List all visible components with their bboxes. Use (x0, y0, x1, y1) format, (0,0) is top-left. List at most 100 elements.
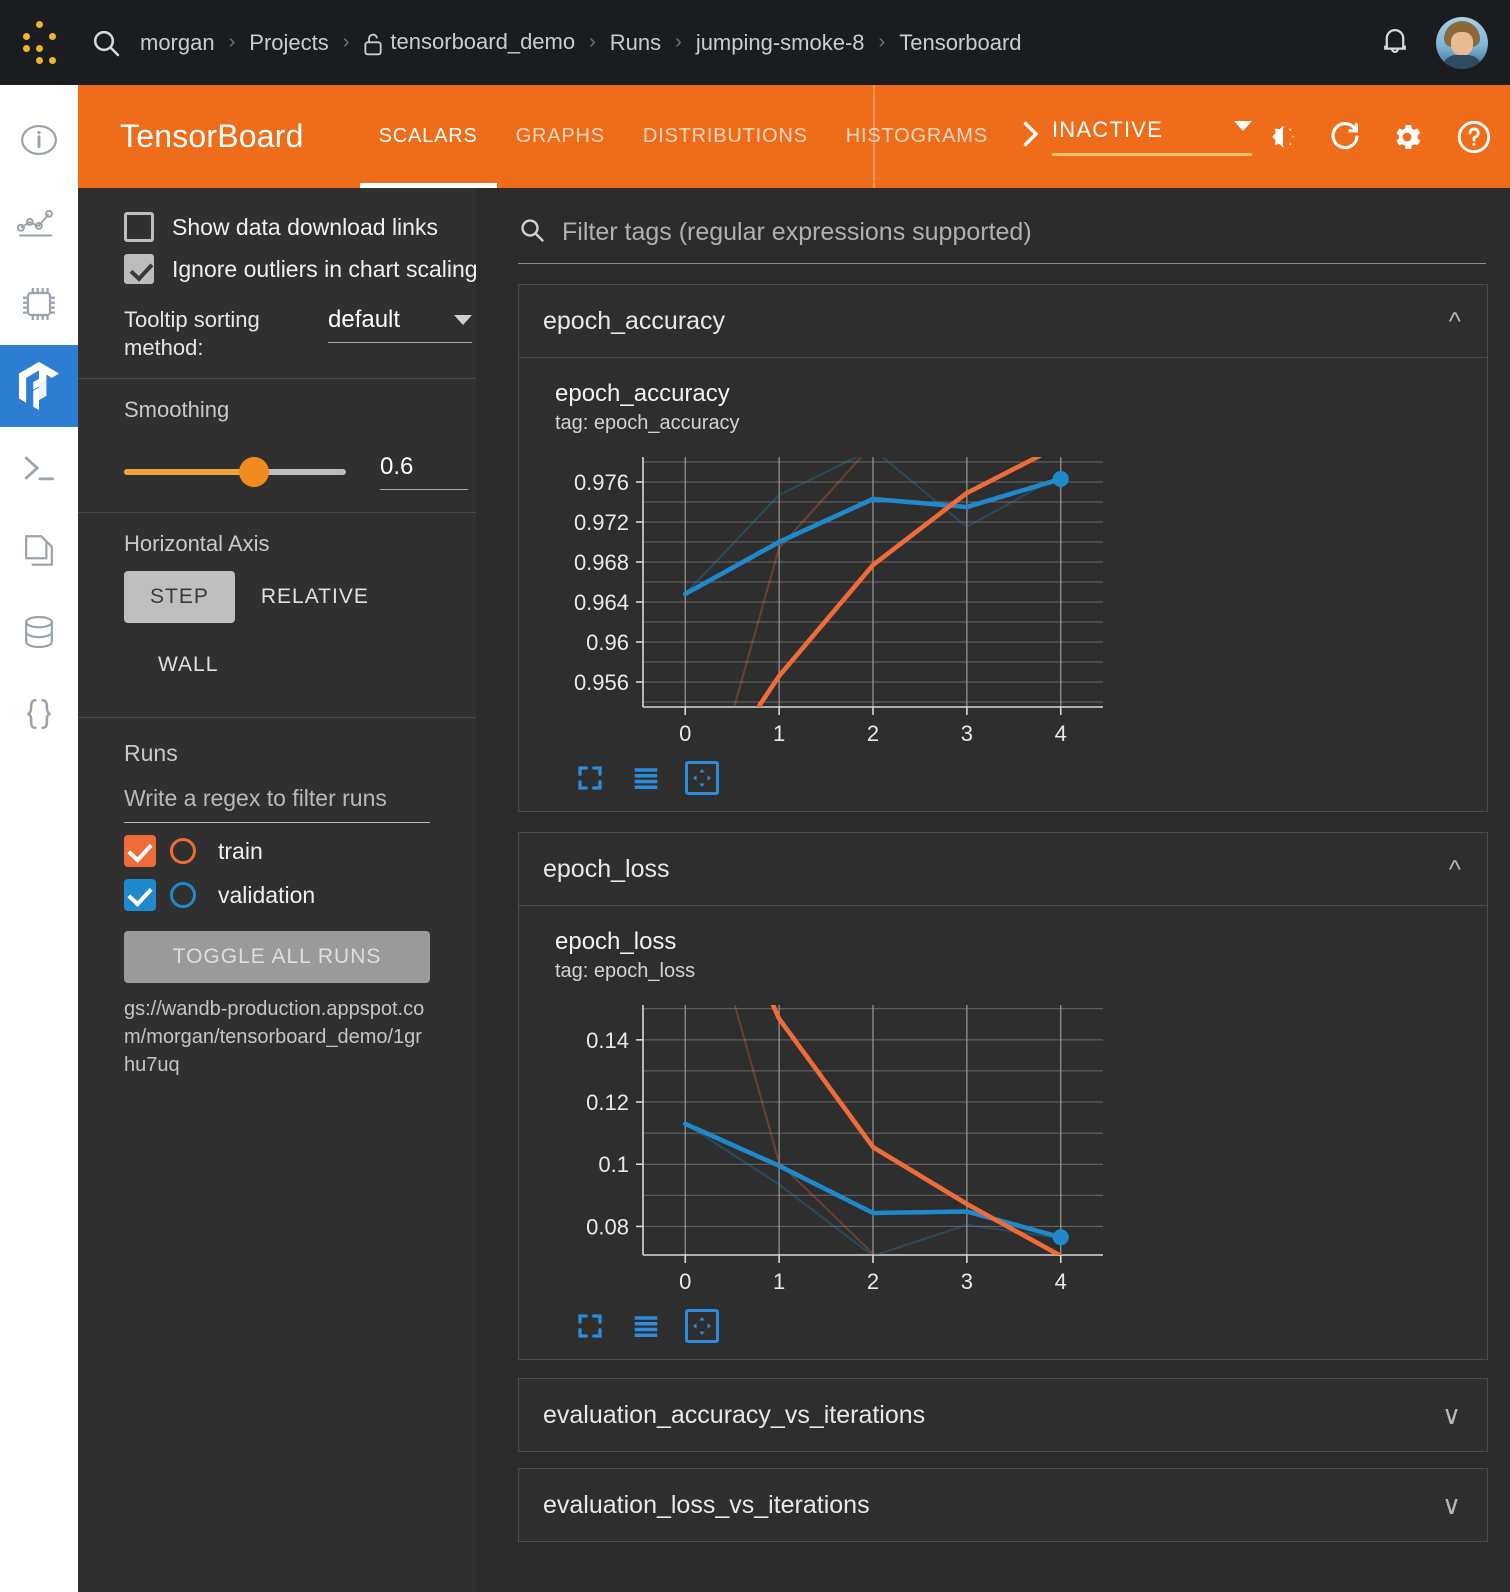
brightness-icon[interactable] (1252, 85, 1314, 188)
sidebar-item-overview[interactable] (0, 99, 78, 181)
breadcrumb-item-entity[interactable]: morgan (140, 29, 215, 55)
accordion-header-epoch-loss[interactable]: epoch_loss ^ (519, 833, 1487, 905)
sidebar-item-logs[interactable] (0, 427, 78, 509)
accordion-title: epoch_accuracy (543, 306, 726, 335)
svg-text:4: 4 (1055, 721, 1067, 746)
chart-line-icon (16, 202, 62, 242)
pan-move-icon[interactable] (685, 1309, 719, 1343)
tab-distributions[interactable]: DISTRIBUTIONS (642, 125, 808, 147)
pan-move-icon[interactable] (685, 761, 719, 795)
svg-text:0: 0 (679, 721, 691, 746)
bell-icon[interactable] (1378, 23, 1412, 62)
axis-option-wall[interactable]: WALL (158, 653, 219, 676)
sidebar-item-system[interactable] (0, 263, 78, 345)
breadcrumb-item-tensorboard[interactable]: Tensorboard (899, 29, 1022, 55)
header-divider (873, 85, 875, 188)
svg-text:0.96: 0.96 (586, 630, 629, 655)
tab-histograms[interactable]: HISTOGRAMS (845, 125, 988, 147)
sidebar-item-config[interactable] (0, 673, 78, 755)
smoothing-label: Smoothing (124, 397, 230, 422)
search-icon (518, 216, 546, 249)
search-icon[interactable] (78, 27, 134, 59)
chevron-up-icon[interactable]: ^ (1448, 854, 1461, 884)
run-item-validation[interactable]: validation (78, 867, 476, 911)
run-status-dropdown[interactable]: INACTIVE (1052, 117, 1252, 156)
filter-tags-input[interactable]: Filter tags (regular expressions support… (518, 216, 1486, 264)
accordion-header-evaluation-accuracy[interactable]: evaluation_accuracy_vs_iterations ∨ (519, 1379, 1487, 1451)
terminal-icon (17, 448, 61, 488)
chart-header-epoch-accuracy: epoch_accuracy tag: epoch_accuracy (519, 380, 1487, 435)
breadcrumb-item-projects[interactable]: Projects (249, 29, 329, 55)
info-icon (17, 118, 61, 162)
toggle-all-runs-button[interactable]: TOGGLE ALL RUNS (124, 931, 430, 983)
chevron-down-icon (454, 315, 472, 325)
run-item-train[interactable]: train (78, 823, 476, 867)
breadcrumb-separator: › (878, 31, 886, 53)
run-checkbox-train[interactable] (124, 835, 156, 867)
tag-section-evaluation-accuracy: evaluation_accuracy_vs_iterations ∨ (518, 1378, 1488, 1452)
sidebar-item-tensorboard[interactable] (0, 345, 78, 427)
svg-text:1: 1 (773, 1269, 785, 1294)
tab-graphs[interactable]: GRAPHS (515, 125, 605, 147)
breadcrumb-item-project[interactable]: tensorboard_demo (357, 29, 581, 55)
smoothing-slider-knob[interactable] (239, 456, 269, 487)
tensorboard-header-actions: INACTIVE (998, 85, 1510, 188)
sidebar-item-files[interactable] (0, 509, 78, 591)
smoothing-value-field[interactable]: 0.6 (380, 453, 468, 490)
ignore-outliers-checkbox[interactable] (124, 254, 154, 284)
tag-section-evaluation-loss: evaluation_loss_vs_iterations ∨ (518, 1468, 1488, 1542)
accordion-header-evaluation-loss[interactable]: evaluation_loss_vs_iterations ∨ (519, 1469, 1487, 1541)
data-series-icon[interactable] (629, 1309, 663, 1343)
settings-gear-icon[interactable] (1376, 85, 1438, 188)
chart-toolbar-epoch-loss (519, 1297, 1487, 1343)
logdir-path: gs://wandb-production.appspot.com/morgan… (124, 998, 425, 1076)
svg-text:2: 2 (867, 721, 879, 746)
svg-text:0.972: 0.972 (574, 510, 629, 535)
run-label-train: train (218, 837, 263, 864)
run-color-swatch-train (170, 838, 196, 864)
show-download-links-checkbox[interactable] (124, 212, 154, 242)
help-circle-icon[interactable] (1438, 85, 1510, 188)
svg-text:1: 1 (773, 721, 785, 746)
sidebar-item-artifacts[interactable] (0, 591, 78, 673)
run-status-label: INACTIVE (1052, 117, 1164, 142)
tooltip-sorting-select[interactable]: default (328, 306, 472, 343)
accordion-header-epoch-accuracy[interactable]: epoch_accuracy ^ (519, 285, 1487, 357)
smoothing-slider[interactable] (124, 456, 346, 487)
show-download-links-row[interactable]: Show data download links (78, 206, 476, 248)
avatar[interactable] (1436, 16, 1488, 69)
fullscreen-icon[interactable] (573, 1309, 607, 1343)
tag-section-epoch-loss: epoch_loss ^ epoch_loss tag: epoch_loss … (518, 832, 1488, 1360)
fullscreen-icon[interactable] (573, 761, 607, 795)
chevron-down-icon[interactable]: ∨ (1441, 1490, 1461, 1520)
ignore-outliers-row[interactable]: Ignore outliers in chart scaling (78, 248, 478, 290)
svg-text:0: 0 (679, 1269, 691, 1294)
svg-text:0.964: 0.964 (574, 590, 629, 615)
breadcrumb-separator: › (342, 31, 350, 53)
refresh-icon[interactable] (1314, 85, 1376, 188)
sidebar-item-charts[interactable] (0, 181, 78, 263)
chevron-right-icon[interactable] (1014, 119, 1052, 154)
svg-text:2: 2 (867, 1269, 879, 1294)
tab-scalars[interactable]: SCALARS (359, 85, 497, 188)
app-icon-rail (0, 85, 78, 1592)
chevron-up-icon[interactable]: ^ (1448, 306, 1461, 336)
run-color-swatch-validation (170, 882, 196, 908)
run-checkbox-validation[interactable] (124, 879, 156, 911)
tooltip-sorting-row: Tooltip sorting method: default (78, 290, 476, 362)
cpu-chip-icon (17, 282, 61, 326)
data-series-icon[interactable] (629, 761, 663, 795)
axis-option-relative[interactable]: RELATIVE (260, 585, 369, 608)
breadcrumb-item-run[interactable]: jumping-smoke-8 (695, 29, 865, 55)
runs-section: Runs Write a regex to filter runs train … (78, 718, 476, 1079)
chart-plot-epoch-loss[interactable]: 0.08 0.1 0.12 0.14 0 1 2 3 4 (555, 997, 1115, 1297)
breadcrumb-item-runs[interactable]: Runs (609, 29, 662, 55)
main-content: Filter tags (regular expressions support… (476, 188, 1510, 1592)
files-icon (17, 528, 61, 572)
axis-option-step[interactable]: STEP (124, 571, 235, 623)
runs-filter-input[interactable]: Write a regex to filter runs (124, 785, 430, 823)
chart-plot-epoch-accuracy[interactable]: 0.956 0.96 0.964 0.968 0.972 0.976 0 1 2 3 4 (555, 449, 1115, 749)
options-panel: Show data download links Ignore outliers… (78, 188, 478, 1592)
wandb-dots-logo[interactable] (0, 0, 78, 85)
chevron-down-icon[interactable]: ∨ (1441, 1400, 1461, 1430)
